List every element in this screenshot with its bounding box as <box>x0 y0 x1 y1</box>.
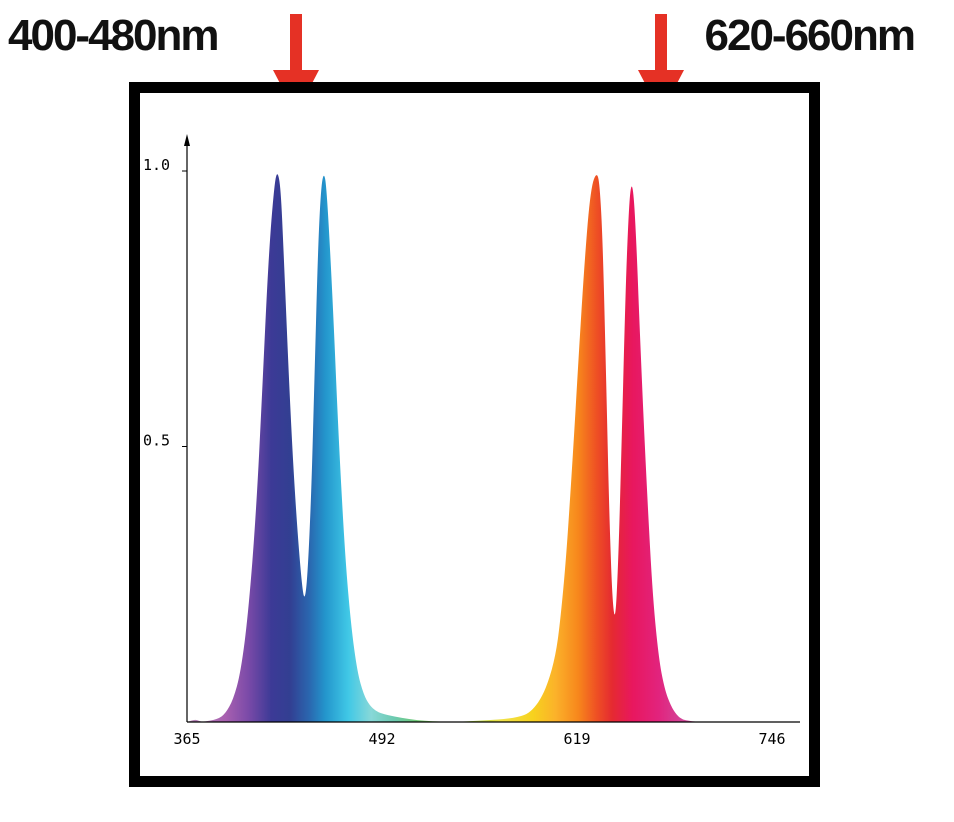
arrow-shaft <box>655 14 667 76</box>
y-tick-label: 1.0 <box>143 156 170 174</box>
x-tick-label: 365 <box>173 730 200 748</box>
y-tick-group: 0.5 1.0 <box>143 156 187 450</box>
spectrum-area <box>187 174 772 722</box>
x-tick-label: 492 <box>368 730 395 748</box>
band-label-620-660: 620-660nm <box>704 11 916 60</box>
x-tick-label: 619 <box>563 730 590 748</box>
y-tick-label: 0.5 <box>143 432 170 450</box>
band-label-400-480: 400-480nm <box>8 11 219 60</box>
x-tick-group: 365 492 619 746 <box>173 730 785 748</box>
x-tick-label: 746 <box>758 730 785 748</box>
y-axis-arrow-icon <box>184 134 190 146</box>
arrow-shaft <box>290 14 302 76</box>
